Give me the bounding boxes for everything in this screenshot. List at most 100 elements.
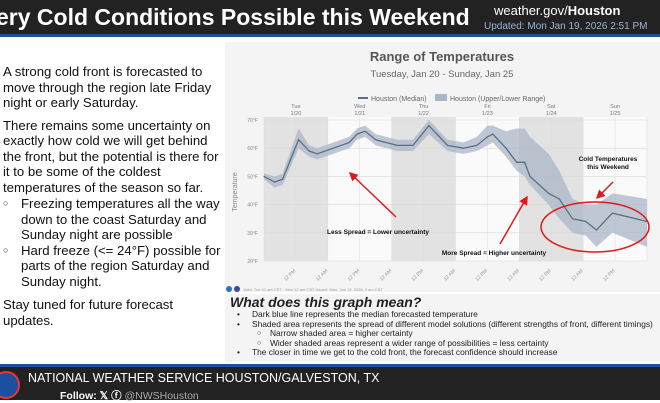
median-point bbox=[529, 175, 531, 177]
nws-logo bbox=[0, 371, 20, 399]
median-point bbox=[476, 144, 478, 146]
chart-panel: Range of Temperatures Tuesday, Jan 20 - S… bbox=[225, 42, 660, 292]
median-point bbox=[462, 147, 465, 149]
date-label: 1/24 bbox=[546, 111, 557, 117]
x-tick-label: 12 PM bbox=[283, 268, 297, 282]
valid-issued-footnote: Valid: Tue 01 am CST - Mon 12 am CST Iss… bbox=[243, 287, 383, 292]
x-icon[interactable]: 𝕏 bbox=[99, 390, 109, 402]
date-label: 1/20 bbox=[291, 111, 302, 117]
median-point bbox=[516, 161, 518, 163]
annotation-ellipse bbox=[540, 201, 650, 253]
day-label: Thu bbox=[419, 104, 428, 110]
date-label: 1/25 bbox=[610, 111, 621, 117]
median-point bbox=[595, 229, 598, 231]
annotation-arrow bbox=[595, 181, 614, 200]
chart-subtitle: Tuesday, Jan 20 - Sunday, Jan 25 bbox=[371, 69, 514, 80]
x-tick-label: 12 AM bbox=[443, 268, 457, 282]
median-point bbox=[524, 161, 526, 163]
median-point bbox=[611, 212, 614, 214]
day-label: Sat bbox=[547, 104, 556, 110]
social-handle[interactable]: @NWSHouston bbox=[124, 390, 199, 402]
explanation-heading: What does this graph mean? bbox=[230, 294, 422, 310]
x-tick-label: 12 PM bbox=[538, 268, 552, 282]
date-label: 1/23 bbox=[482, 111, 493, 117]
explanation-box: What does this graph mean? Dark blue lin… bbox=[225, 294, 660, 362]
median-point bbox=[585, 220, 587, 223]
y-tick-label: 40°F bbox=[247, 203, 258, 209]
median-point bbox=[571, 218, 574, 220]
median-point bbox=[486, 136, 489, 138]
median-point bbox=[492, 133, 494, 135]
y-tick-label: 20°F bbox=[247, 259, 258, 265]
summary-p2: There remains some uncertainty on exactl… bbox=[3, 117, 219, 195]
day-label: Fri bbox=[484, 104, 490, 110]
explanation-item: Wider shaded areas represent a wider ran… bbox=[225, 338, 660, 349]
date-label: 1/21 bbox=[354, 111, 365, 117]
date-label: 1/22 bbox=[418, 111, 429, 117]
x-tick-label: 12 PM bbox=[411, 268, 425, 282]
legend-range-label: Houston (Upper/Lower Range) bbox=[450, 96, 545, 103]
org-name: NATIONAL WEATHER SERVICE HOUSTON/GALVEST… bbox=[28, 371, 380, 385]
annotation-more-spread: More Spread = Higher uncertainty bbox=[442, 250, 547, 257]
median-point bbox=[558, 198, 560, 200]
header-bar: ery Cold Conditions Possible this Weeken… bbox=[0, 0, 660, 37]
y-tick-label: 70°F bbox=[247, 118, 258, 124]
day-label: Sun bbox=[610, 104, 620, 110]
summary-text: A strong cold front is forecasted to mov… bbox=[3, 64, 225, 335]
summary-bullet: Hard freeze (<= 24°F) possible for parts… bbox=[3, 243, 225, 290]
median-point bbox=[282, 178, 284, 180]
median-point bbox=[446, 144, 449, 146]
x-tick-label: 12 AM bbox=[570, 268, 584, 282]
median-point bbox=[263, 175, 265, 177]
annotation-arrow bbox=[348, 171, 397, 218]
explanation-item: Dark blue line represents the median for… bbox=[225, 309, 660, 320]
summary-p3: Stay tuned for future forecast updates. bbox=[3, 297, 174, 328]
median-point bbox=[297, 139, 300, 141]
annotation-less-spread: Less Spread = Lower uncertainty bbox=[327, 229, 429, 236]
footer-bar: NATIONAL WEATHER SERVICE HOUSTON/GALVEST… bbox=[0, 364, 660, 403]
day-label: Tue bbox=[291, 104, 300, 110]
page-title: ery Cold Conditions Possible this Weeken… bbox=[0, 4, 470, 30]
median-point bbox=[364, 130, 366, 132]
summary-p1: A strong cold front is forecasted to mov… bbox=[3, 64, 212, 110]
follow-label: Follow: bbox=[60, 390, 97, 402]
median-point bbox=[505, 147, 507, 149]
y-tick-label: 50°F bbox=[247, 174, 258, 180]
follow-row: Follow: 𝕏 ⓕ @NWSHouston bbox=[60, 388, 199, 403]
y-tick-label: 60°F bbox=[247, 146, 258, 152]
nws-logo-icon bbox=[234, 286, 240, 292]
x-tick-label: 12 PM bbox=[474, 268, 488, 282]
annotation-arrow bbox=[499, 195, 528, 245]
x-tick-label: 12 PM bbox=[347, 268, 361, 282]
site-office: Houston bbox=[567, 3, 621, 18]
y-axis-label: Temperature bbox=[232, 172, 239, 211]
x-tick-label: 12 PM bbox=[602, 268, 616, 282]
legend-median-label: Houston (Median) bbox=[371, 96, 427, 103]
legend-range-swatch bbox=[435, 94, 447, 101]
annotation-cold-temps: Cold Temperatures this Weekend bbox=[579, 156, 638, 171]
updated-timestamp: Updated: Mon Jan 19, 2026 2:51 PM bbox=[484, 21, 648, 32]
median-point bbox=[308, 150, 310, 152]
x-tick-label: 12 AM bbox=[315, 268, 329, 282]
median-point bbox=[396, 144, 398, 146]
x-tick-label: 12 AM bbox=[379, 268, 393, 282]
noaa-logo-icon bbox=[226, 286, 232, 292]
median-point bbox=[356, 133, 358, 135]
explanation-item: Shaded area represents the spread of dif… bbox=[225, 319, 660, 330]
median-point bbox=[274, 181, 276, 183]
chart-title: Range of Temperatures bbox=[370, 49, 514, 64]
site-link[interactable]: weather.gov/Houston bbox=[494, 3, 620, 18]
median-point bbox=[428, 125, 430, 127]
median-point bbox=[412, 144, 414, 146]
median-point bbox=[348, 141, 350, 144]
facebook-icon[interactable]: ⓕ bbox=[111, 390, 122, 402]
median-point bbox=[375, 139, 377, 141]
y-tick-label: 30°F bbox=[247, 231, 258, 237]
median-point bbox=[547, 192, 550, 194]
explanation-item: The closer in time we get to the cold fr… bbox=[225, 348, 660, 358]
range-band bbox=[264, 120, 647, 247]
temperature-chart: Range of Temperatures Tuesday, Jan 20 - S… bbox=[226, 49, 650, 292]
x-tick-label: 12 AM bbox=[506, 268, 520, 282]
median-point bbox=[316, 153, 318, 155]
day-label: Wed bbox=[354, 104, 365, 110]
